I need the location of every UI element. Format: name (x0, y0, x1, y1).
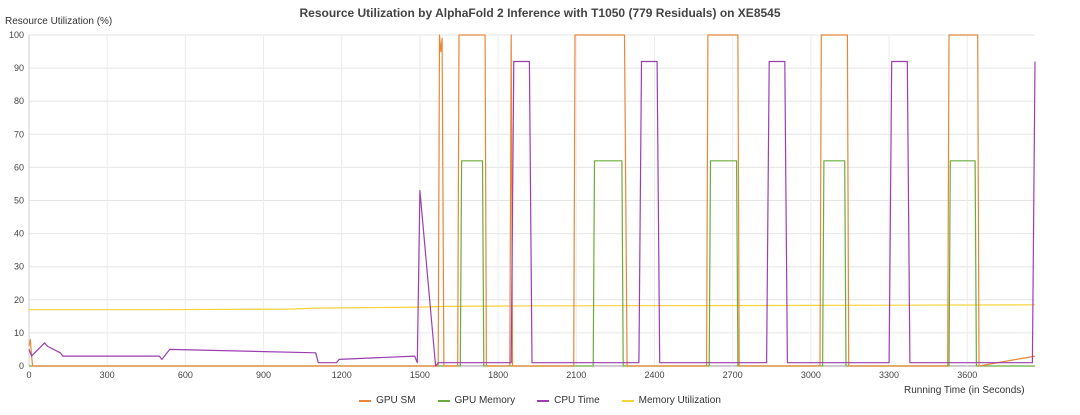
legend-label: GPU Memory (454, 395, 516, 406)
x-tick-label: 2400 (644, 370, 664, 380)
x-tick-label: 2700 (723, 370, 743, 380)
legend-item[interactable]: GPU SM (359, 395, 416, 406)
y-tick-label: 0 (19, 361, 24, 371)
x-tick-label: 1200 (332, 370, 352, 380)
x-tick-label: 2100 (566, 370, 586, 380)
legend-label: Memory Utilization (638, 395, 721, 406)
x-tick-label: 1500 (410, 370, 430, 380)
legend-item[interactable]: CPU Time (537, 395, 600, 406)
chart-title: Resource Utilization by AlphaFold 2 Infe… (299, 6, 781, 20)
legend-label: CPU Time (554, 395, 600, 406)
y-tick-label: 50 (14, 196, 24, 206)
y-axis-label: Resource Utilization (%) (5, 16, 113, 27)
legend-item[interactable]: GPU Memory (437, 395, 516, 406)
x-tick-label: 3600 (957, 370, 977, 380)
x-axis-label: Running Time (in Seconds) (904, 385, 1025, 396)
y-tick-label: 60 (14, 162, 24, 172)
series-line-memory-utilization (29, 304, 1036, 311)
legend-swatch (621, 399, 634, 402)
x-tick-label: 1800 (488, 370, 508, 380)
series-line-cpu-time (28, 60, 1036, 367)
x-tick-label: 3300 (879, 370, 899, 380)
y-tick-label: 30 (14, 262, 24, 272)
y-tick-label: 80 (14, 96, 24, 106)
x-tick-label: 3000 (801, 370, 821, 380)
y-tick-label: 70 (14, 129, 24, 139)
legend-label: GPU SM (376, 395, 416, 406)
y-tick-label: 100 (9, 30, 24, 40)
series-line-gpu-memory (29, 160, 1035, 367)
y-tick-label: 20 (14, 295, 24, 305)
legend: GPU SM GPU Memory CPU Time Memory Utilizati… (0, 395, 1080, 406)
x-tick-label: 0 (26, 370, 31, 380)
legend-swatch (437, 399, 450, 402)
y-tick-label: 40 (14, 229, 24, 239)
y-tick-label: 10 (14, 328, 24, 338)
x-tick-label: 600 (178, 370, 193, 380)
x-tick-label: 300 (100, 370, 115, 380)
legend-swatch (537, 399, 550, 402)
x-tick-label: 900 (256, 370, 271, 380)
y-tick-label: 90 (14, 63, 24, 73)
legend-swatch (359, 399, 372, 402)
legend-item[interactable]: Memory Utilization (621, 395, 721, 406)
series-line-gpu-sm (28, 34, 1036, 367)
